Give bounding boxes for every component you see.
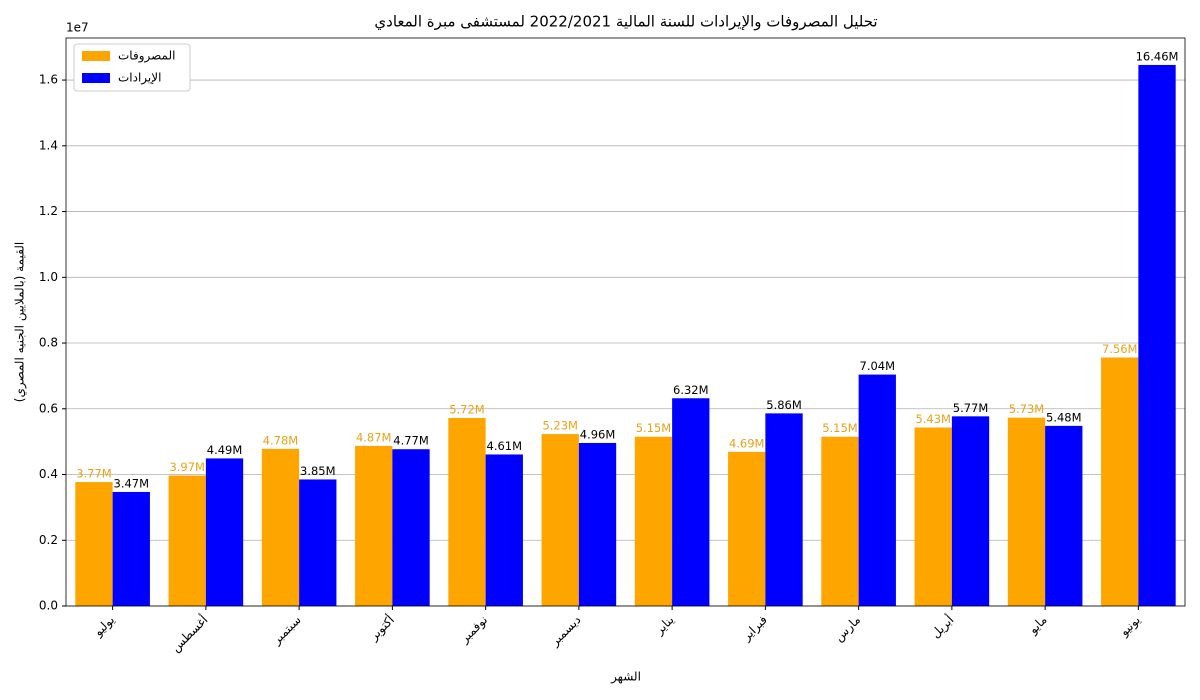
- value-label: 4.69M: [729, 436, 765, 450]
- value-label: 4.96M: [580, 427, 616, 441]
- value-label: 3.47M: [114, 476, 150, 490]
- value-label: 5.43M: [915, 412, 951, 426]
- x-tick-label: فبراير: [739, 613, 771, 645]
- value-label: 16.46M: [1136, 49, 1179, 63]
- bar: [765, 413, 803, 606]
- y-tick-label: 1.0: [39, 270, 58, 284]
- value-label: 5.73M: [1009, 402, 1045, 416]
- y-tick-label: 1.4: [39, 138, 58, 152]
- x-axis-label: الشهر: [610, 670, 641, 685]
- value-label: 4.78M: [263, 433, 299, 447]
- legend: المصروفات الإيرادات: [73, 43, 191, 92]
- bar: [578, 442, 617, 606]
- x-tick-label: نوفمبر: [457, 613, 491, 647]
- value-label: 4.77M: [393, 434, 429, 448]
- legend-swatch: [82, 73, 110, 83]
- x-tick-label: أغسطس: [168, 612, 211, 655]
- bar: [485, 454, 523, 606]
- x-tick-label: مارس: [832, 613, 864, 645]
- y-tick-label: 0.0: [39, 599, 58, 613]
- x-tick-label: مايو: [1025, 613, 1050, 638]
- value-label: 6.32M: [673, 383, 709, 397]
- bar: [672, 398, 710, 606]
- bar: [75, 482, 113, 606]
- y-tick-label: 0.6: [39, 401, 58, 415]
- value-label: 5.48M: [1046, 410, 1082, 424]
- value-label: 5.15M: [822, 421, 858, 435]
- y-axis-label: القيمة (بالملايين الجنيه المصري): [13, 242, 28, 402]
- value-label: 4.87M: [356, 430, 392, 444]
- bar: [112, 491, 150, 606]
- y-tick-label: 0.2: [39, 533, 58, 547]
- bar: [448, 417, 486, 606]
- x-tick-label: ديسمبر: [547, 613, 584, 650]
- value-label: 5.23M: [542, 419, 578, 433]
- bar: [728, 451, 766, 606]
- value-label: 5.72M: [449, 402, 485, 416]
- bar: [821, 436, 859, 606]
- chart-title: تحليل المصروفات والإيرادات للسنة المالية…: [374, 13, 877, 32]
- legend-label: الإيرادات: [118, 71, 161, 86]
- bar: [168, 475, 206, 606]
- y-tick-label: 1.6: [39, 73, 58, 87]
- bar: [1007, 417, 1046, 606]
- x-tick-label: سبتمبر: [269, 613, 305, 649]
- bar: [205, 458, 244, 606]
- value-label: 5.77M: [953, 401, 989, 415]
- value-label: 3.85M: [300, 464, 336, 478]
- legend-label: المصروفات: [118, 49, 175, 64]
- y-offset-label: 1e7: [66, 21, 89, 35]
- value-label: 4.61M: [487, 439, 523, 453]
- legend-swatch: [82, 51, 110, 61]
- value-label: 5.15M: [636, 421, 672, 435]
- value-label: 7.56M: [1102, 342, 1138, 356]
- y-tick-label: 0.8: [39, 336, 58, 350]
- value-label: 7.04M: [860, 359, 896, 373]
- value-label: 4.49M: [207, 443, 243, 457]
- bar: [392, 449, 430, 606]
- bar: [1101, 357, 1139, 606]
- bar: [541, 434, 579, 606]
- bar: [261, 448, 300, 606]
- y-tick-label: 0.4: [39, 467, 58, 481]
- value-label: 3.77M: [76, 467, 112, 481]
- value-label: 5.86M: [766, 398, 802, 412]
- plot-frame: [65, 37, 1186, 607]
- x-tick-label: يوليو: [90, 613, 118, 641]
- bar: [634, 436, 673, 606]
- bar: [951, 416, 990, 606]
- x-tick-label: يناير: [652, 613, 678, 639]
- bar: [355, 445, 393, 606]
- bar: [914, 427, 952, 606]
- bar: [1045, 425, 1083, 606]
- x-tick-label: يونيو: [1116, 613, 1143, 640]
- x-tick-label: أبريل: [928, 612, 958, 642]
- y-tick-label: 1.2: [39, 204, 58, 218]
- value-label: 3.97M: [169, 460, 205, 474]
- bar: [299, 479, 337, 606]
- bar: [1138, 64, 1176, 606]
- x-tick-label: أكتوبر: [365, 612, 397, 644]
- bar: [858, 374, 896, 606]
